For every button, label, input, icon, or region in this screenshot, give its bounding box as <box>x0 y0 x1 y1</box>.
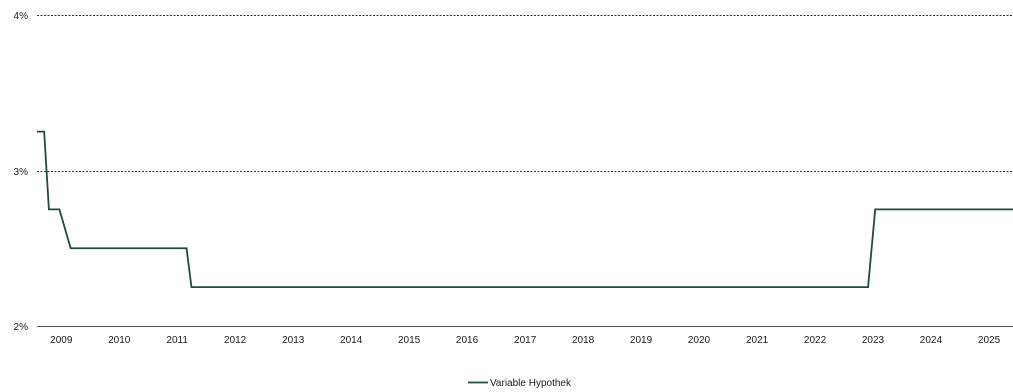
grid-lines <box>37 15 1013 327</box>
x-tick-label: 2020 <box>688 335 711 346</box>
x-tick-label: 2024 <box>920 335 943 346</box>
y-tick-label: 4% <box>14 11 29 22</box>
x-tick-label: 2023 <box>862 335 885 346</box>
x-tick-label: 2018 <box>572 335 595 346</box>
x-tick-label: 2012 <box>224 335 247 346</box>
x-tick-label: 2013 <box>282 335 305 346</box>
x-tick-label: 2025 <box>978 335 1001 346</box>
series-lines <box>37 130 1013 289</box>
y-tick-label: 3% <box>14 167 29 178</box>
x-tick-label: 2014 <box>340 335 363 346</box>
x-axis-ticks: 2009 2010 2011 2012 2013 2014 2015 2016 2017 2018… <box>50 335 1000 346</box>
legend-label: Variable Hypothek <box>490 378 572 389</box>
x-tick-label: 2016 <box>456 335 479 346</box>
x-tick-label: 2021 <box>746 335 769 346</box>
legend: Variable Hypothek <box>468 378 572 389</box>
y-tick-label: 2% <box>14 322 29 333</box>
x-tick-label: 2019 <box>630 335 653 346</box>
x-tick-label: 2022 <box>804 335 827 346</box>
series-line-variable-hypothek <box>37 130 1013 289</box>
x-tick-label: 2011 <box>166 335 188 346</box>
x-tick-label: 2015 <box>398 335 421 346</box>
x-tick-label: 2010 <box>108 335 131 346</box>
x-tick-label: 2017 <box>514 335 537 346</box>
y-axis-ticks: 2% 3% 4% <box>14 11 29 333</box>
x-tick-label: 2009 <box>50 335 73 346</box>
